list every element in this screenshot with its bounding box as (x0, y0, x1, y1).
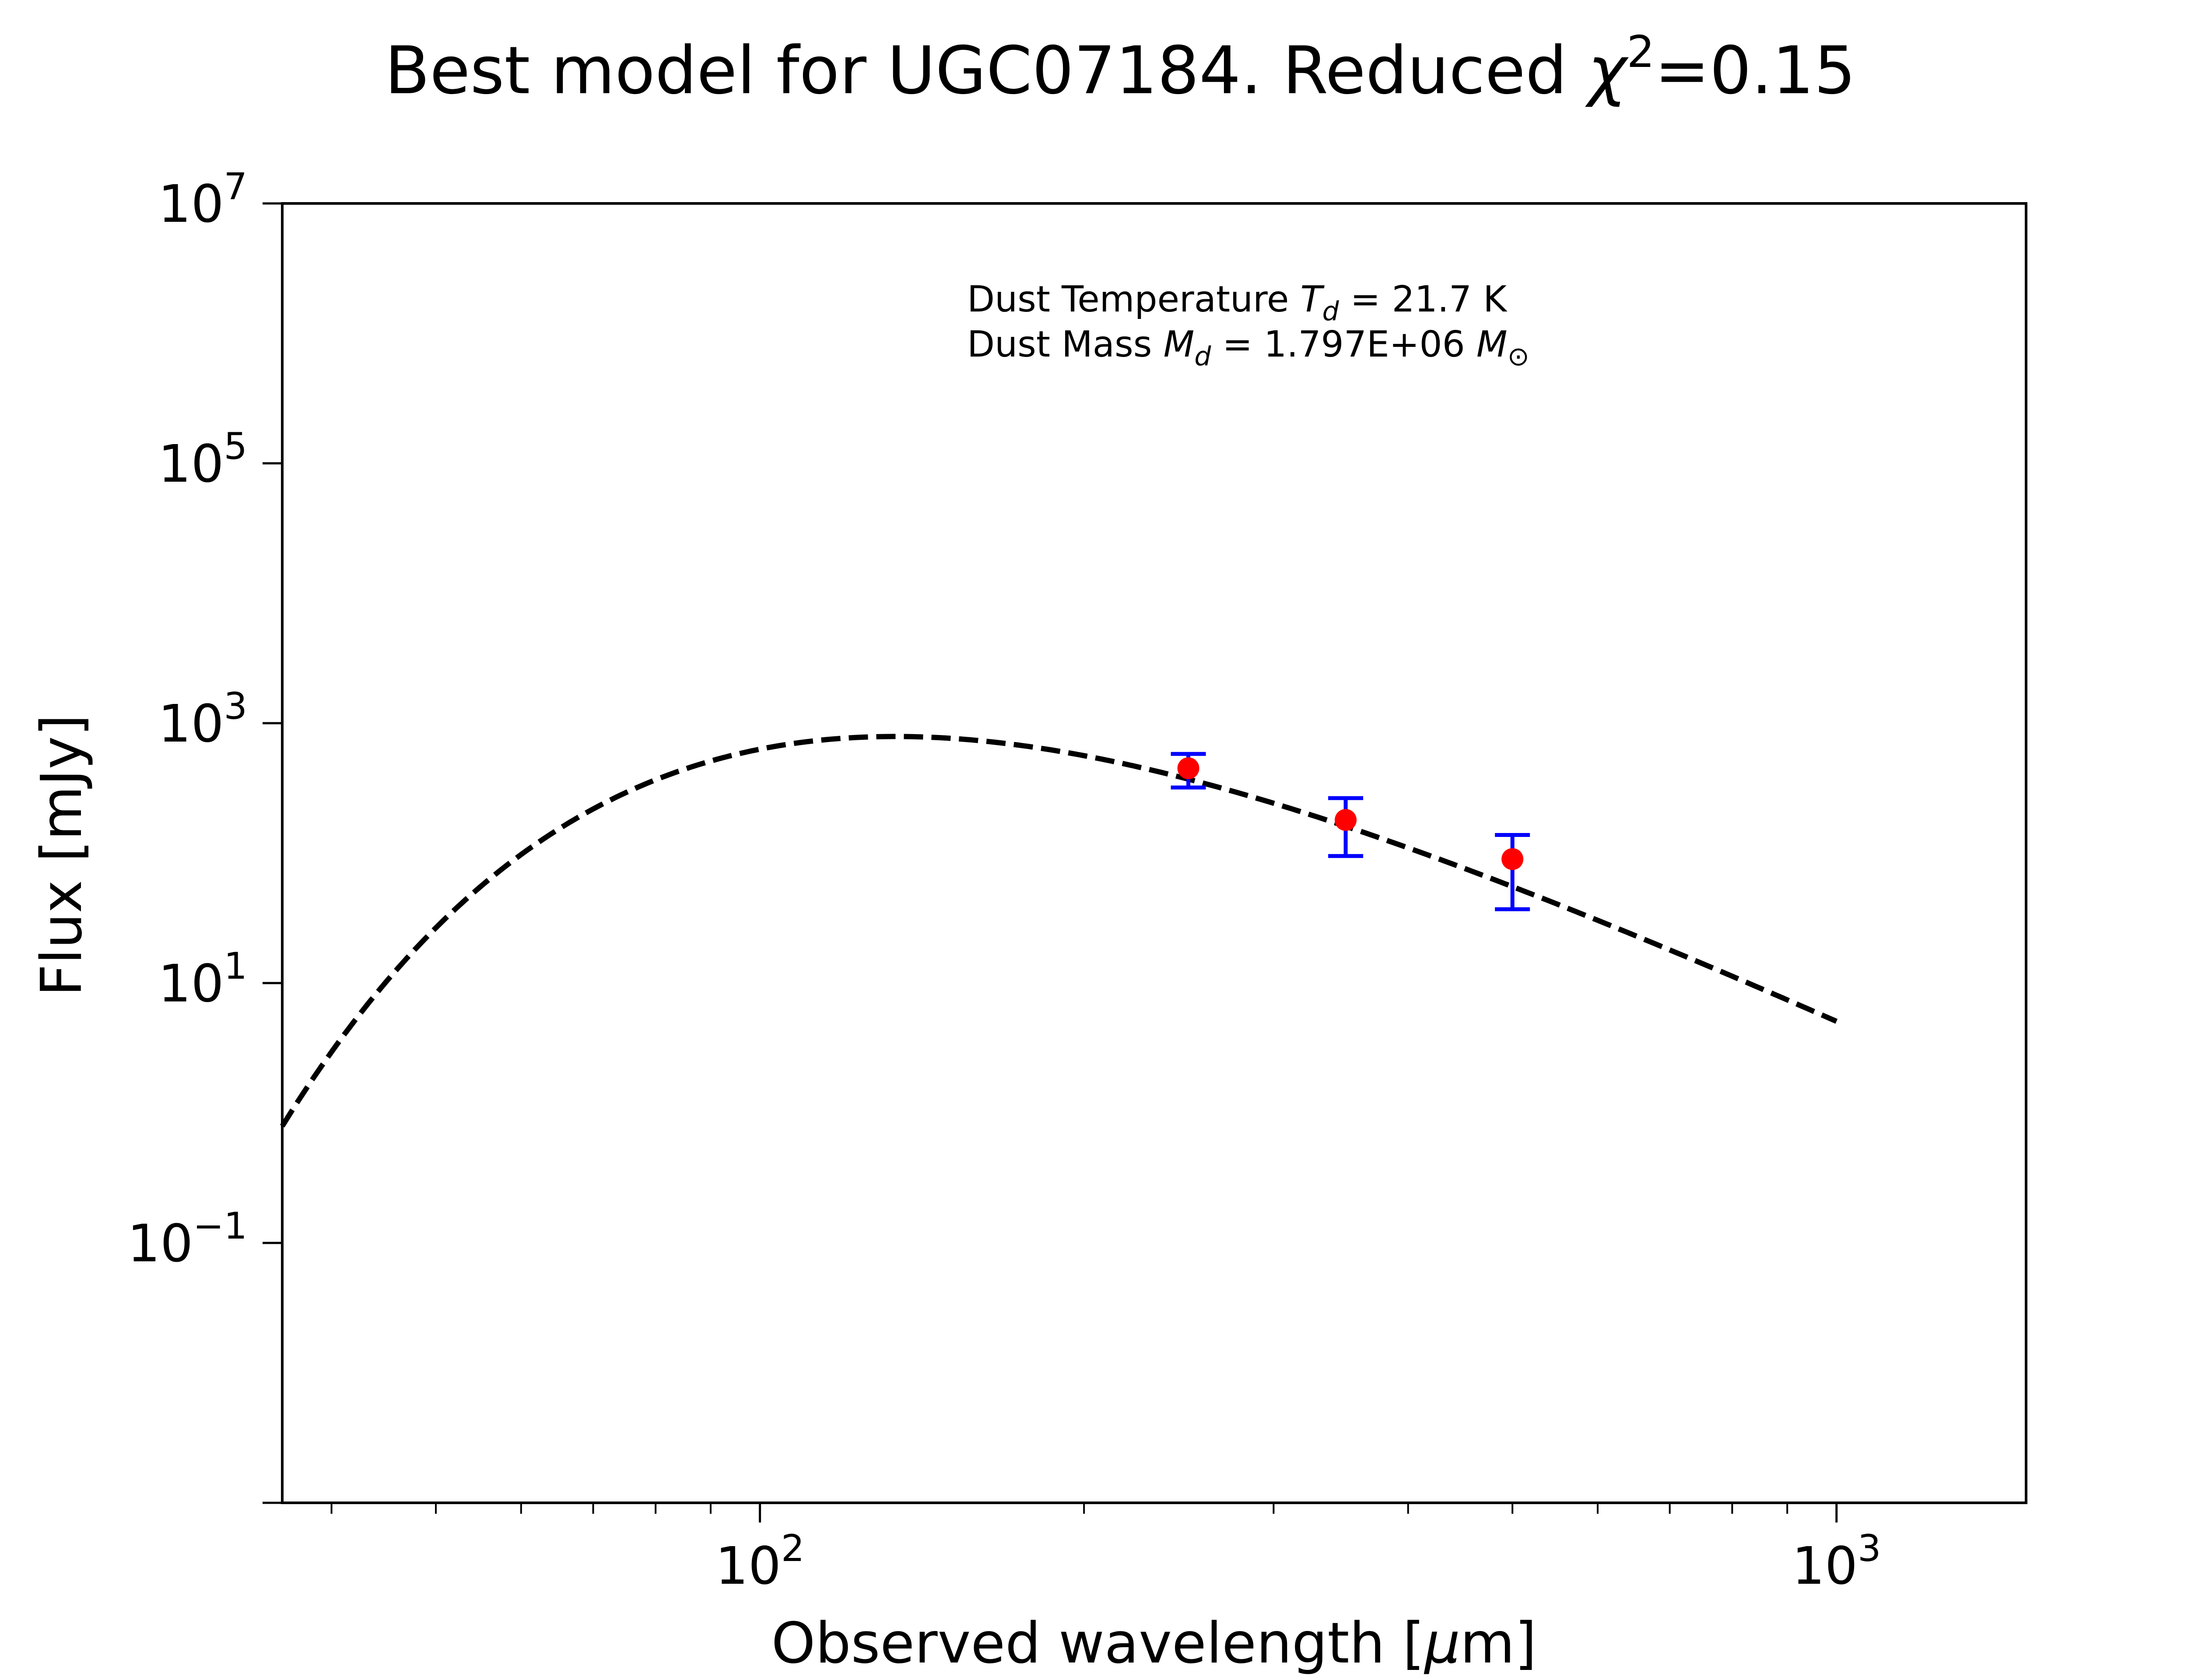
y-axis-label: Flux [mJy] (29, 714, 95, 997)
x-tick-label: 102 (715, 1527, 805, 1596)
y-tick-label: 101 (158, 945, 247, 1014)
x-axis-label: Observed wavelength [μm] (771, 1611, 1537, 1676)
axis-ticks: 102 103 107 105 103 101 10−1 (127, 165, 1881, 1596)
data-point-marker (1177, 757, 1199, 779)
plot-frame (281, 202, 2027, 1504)
data-point-marker (1501, 848, 1524, 870)
fit-annotation: Dust Temperature Td = 21.7 K Dust Mass M… (967, 279, 1529, 372)
x-tick-label: 103 (1792, 1527, 1881, 1596)
model-curve (280, 734, 1838, 1128)
y-tick-label: 10−1 (127, 1204, 247, 1274)
data-point-group (1171, 752, 1206, 790)
data-point-group (1495, 833, 1530, 911)
data-point-group (1328, 796, 1364, 858)
data-points-layer (1171, 752, 1530, 911)
dust-mass-text: Dust Mass Md = 1.797E+06 M⊙ (967, 324, 1529, 372)
y-tick-label: 105 (158, 425, 247, 494)
model-layer (280, 734, 1838, 1128)
y-tick-label: 107 (158, 165, 247, 234)
y-tick-label: 103 (158, 685, 247, 754)
dust-temperature-text: Dust Temperature Td = 21.7 K (967, 279, 1508, 327)
chart-title: Best model for UGC07184. Reduced χ2=0.15 (385, 26, 1856, 109)
data-point-marker (1335, 809, 1357, 831)
